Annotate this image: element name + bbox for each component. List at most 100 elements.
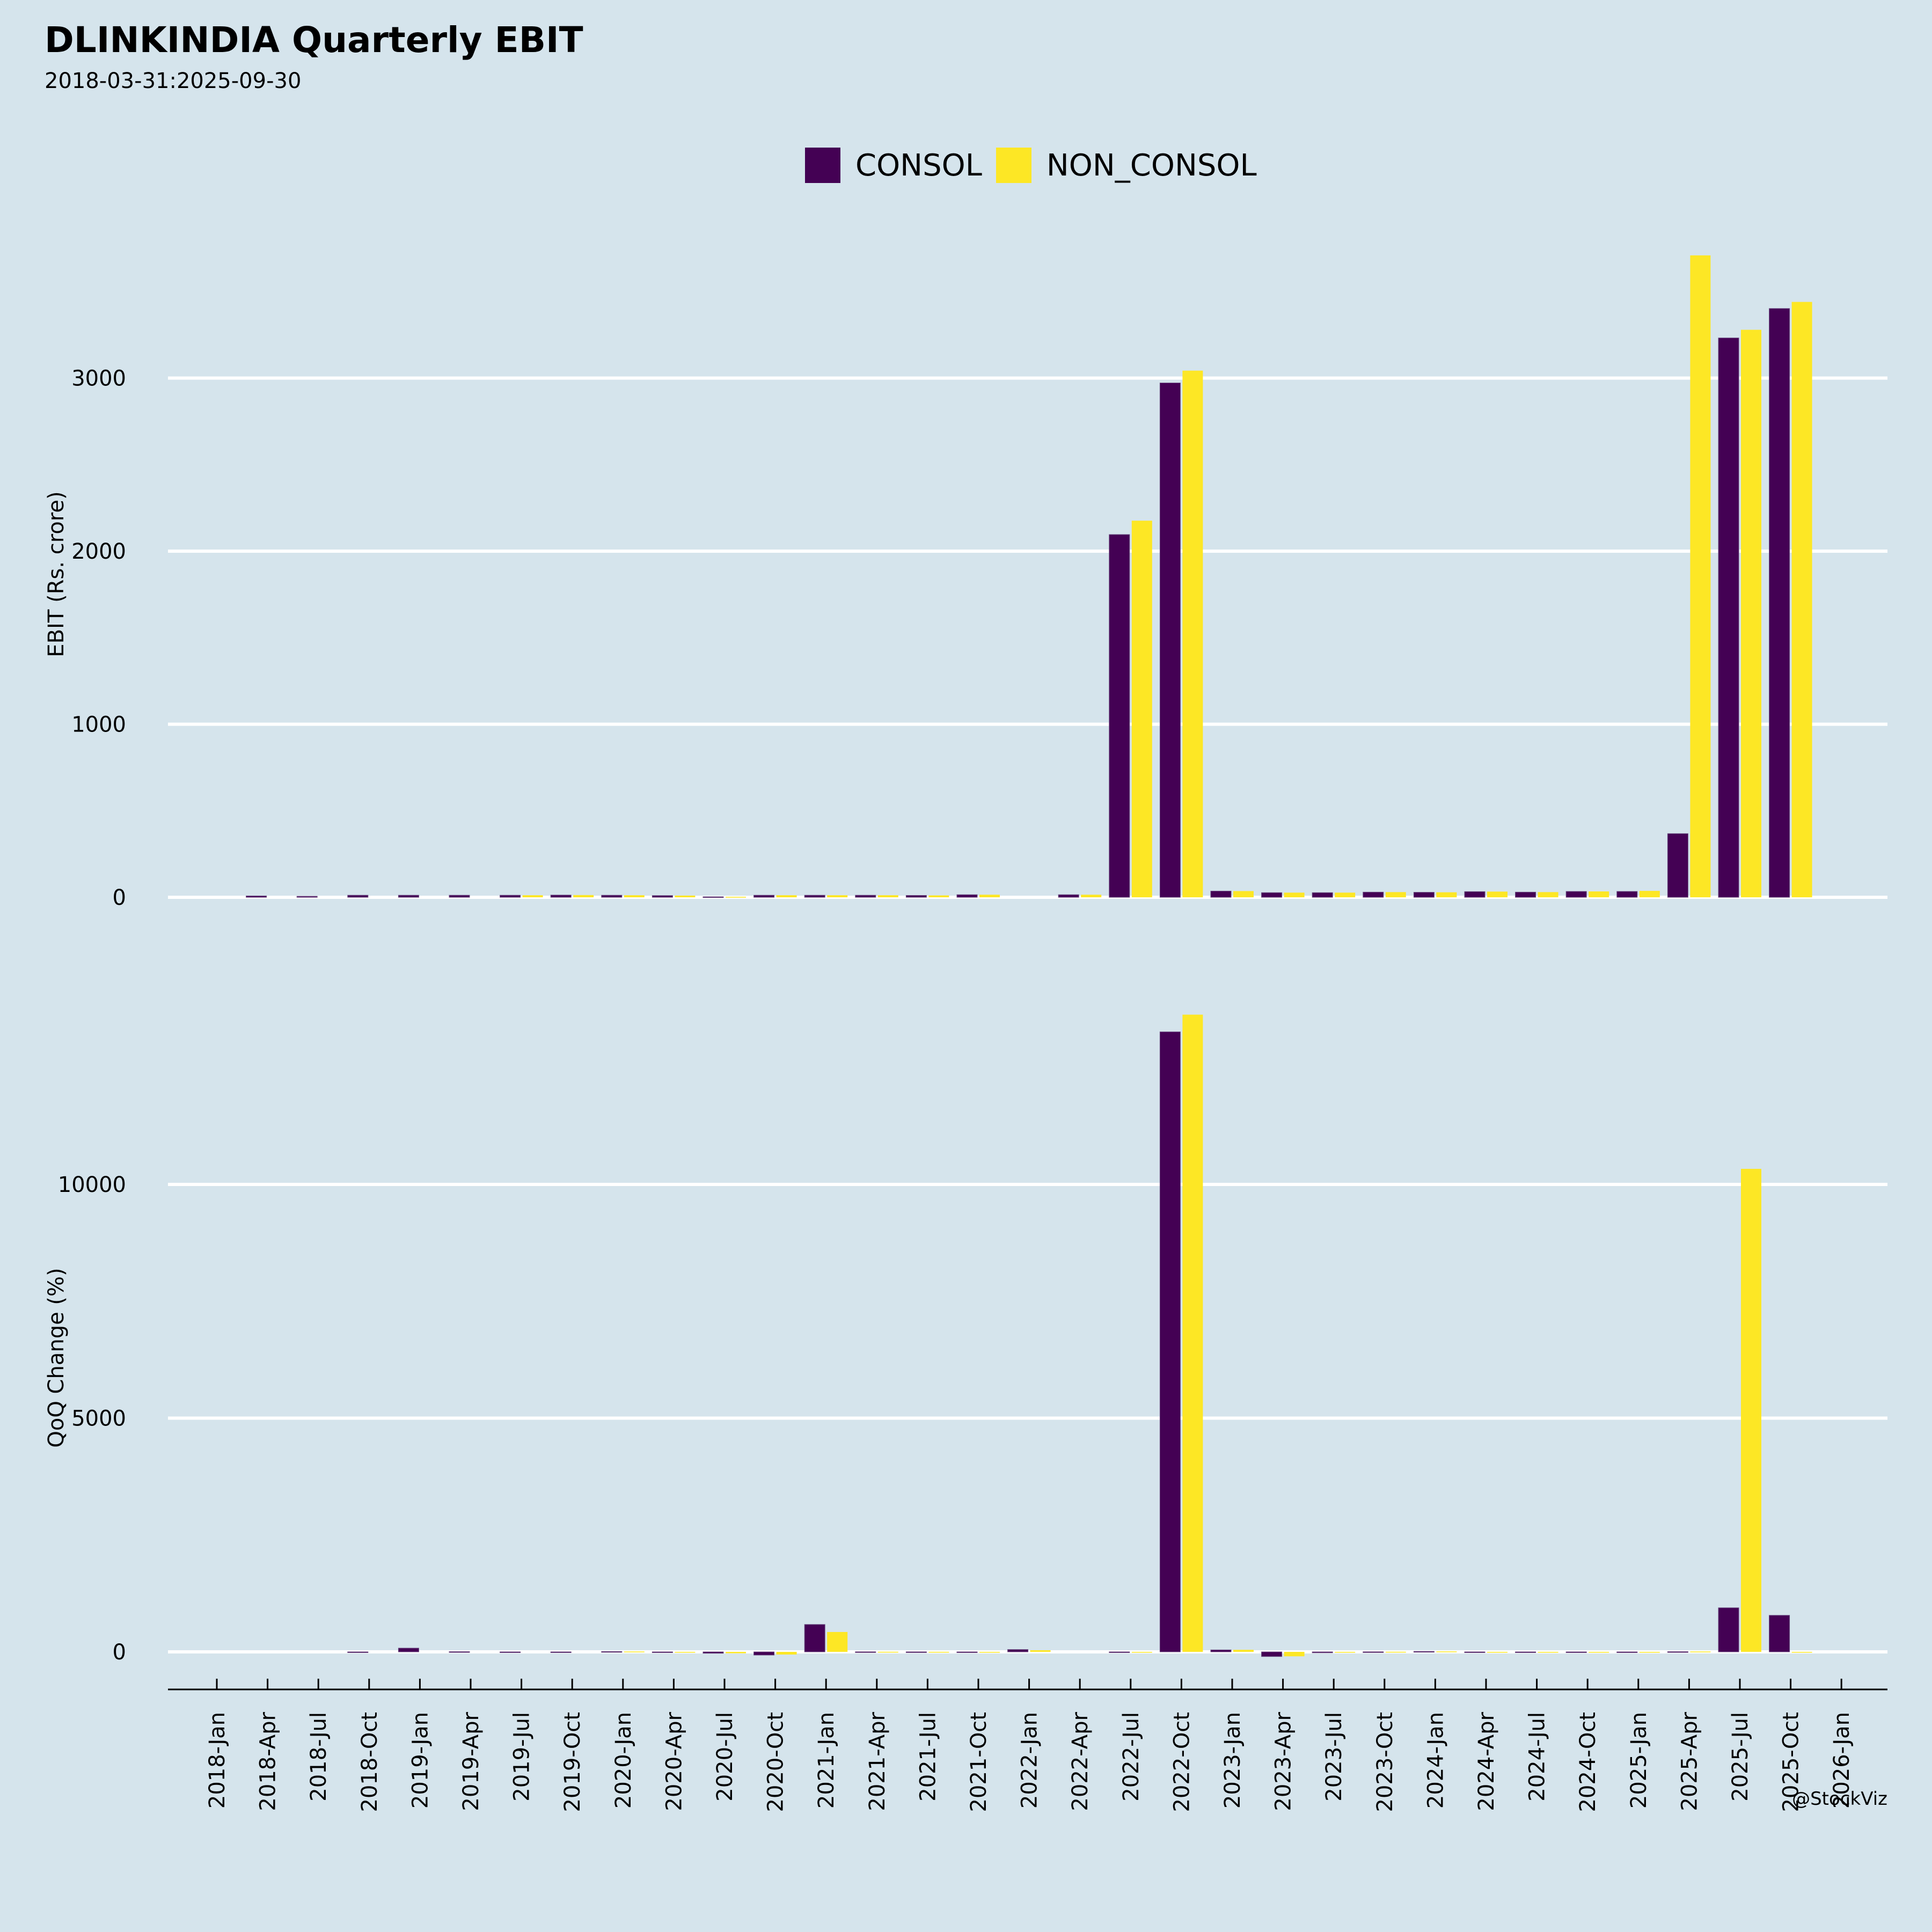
ebit-bar-consol (398, 895, 419, 898)
ebit-bar-consol (702, 896, 724, 898)
x-tick-label: 2026-Jan (1829, 1712, 1854, 1809)
ebit-bar-consol (347, 895, 369, 898)
qoq-bar-non-consol (1791, 1652, 1812, 1653)
x-tick-label: 2024-Jan (1423, 1712, 1448, 1809)
qoq-bar-consol (804, 1624, 825, 1652)
x-tick-label: 2022-Jul (1119, 1712, 1144, 1802)
ebit-bar-non-consol (1284, 892, 1305, 897)
x-tick-label: 2023-Jan (1220, 1712, 1245, 1809)
legend: CONSOL NON_CONSOL (805, 148, 1271, 183)
qoq-bar-non-consol (1639, 1652, 1660, 1653)
qoq-bar-non-consol (1589, 1652, 1609, 1653)
ebit-bar-non-consol (1741, 330, 1761, 898)
ebit-bar-consol (1312, 892, 1333, 898)
qoq-bar-non-consol (1233, 1650, 1254, 1652)
qoq-bar-consol (601, 1651, 623, 1653)
x-tick-label: 2025-Apr (1677, 1711, 1702, 1811)
qoq-bar-consol (398, 1648, 419, 1652)
ebit-bar-consol (246, 895, 267, 898)
x-tick-label: 2019-Oct (560, 1712, 585, 1812)
ebit-bar-consol (753, 895, 775, 898)
ebit-bar-consol (1413, 892, 1435, 898)
qoq-bar-non-consol (1284, 1652, 1305, 1657)
x-tick-label: 2018-Jan (205, 1712, 230, 1809)
ebit-bar-consol (1515, 891, 1536, 898)
qoq-y-tick-label: 0 (113, 1640, 126, 1665)
ebit-bar-consol (1159, 383, 1181, 898)
qoq-bar-non-consol (1487, 1652, 1507, 1653)
ebit-bar-consol (1718, 338, 1739, 898)
x-tick-label: 2025-Oct (1779, 1712, 1804, 1812)
ebit-bar-consol (804, 895, 825, 898)
x-tick-label: 2018-Jul (306, 1712, 331, 1802)
ebit-y-tick-label: 1000 (71, 713, 126, 737)
ebit-bar-consol (1363, 891, 1384, 898)
watermark: @StockViz (1792, 1788, 1887, 1810)
legend-swatch-consol (805, 148, 840, 183)
qoq-bar-consol (500, 1651, 521, 1653)
qoq-bar-consol (753, 1651, 775, 1656)
qoq-bar-non-consol (1538, 1652, 1558, 1653)
chart-subtitle: 2018-03-31:2025-09-30 (45, 69, 302, 93)
qoq-bar-consol (1210, 1649, 1232, 1652)
x-tick-label: 2019-Jan (408, 1712, 433, 1809)
ebit-bar-consol (500, 895, 521, 898)
ebit-bar-consol (1109, 534, 1130, 898)
qoq-bar-consol (347, 1651, 369, 1653)
ebit-bar-non-consol (522, 895, 543, 897)
qoq-bar-non-consol (1385, 1651, 1406, 1653)
qoq-bar-consol (1565, 1651, 1587, 1653)
ebit-bar-non-consol (726, 897, 746, 898)
ebit-bar-consol (1210, 890, 1232, 898)
qoq-bar-consol (550, 1651, 572, 1653)
qoq-bar-consol (1718, 1607, 1739, 1652)
qoq-y-tick-label: 5000 (71, 1407, 126, 1431)
qoq-bar-non-consol (1335, 1652, 1356, 1653)
x-tick-label: 2021-Jul (916, 1712, 940, 1802)
chart-title: DLINKINDIA Quarterly EBIT (45, 19, 583, 61)
legend-swatch-non-consol (996, 148, 1031, 183)
ebit-bar-consol (1667, 833, 1688, 898)
qoq-bar-non-consol (776, 1652, 797, 1655)
qoq-bar-non-consol (827, 1631, 848, 1652)
qoq-bar-consol (1413, 1651, 1435, 1653)
x-tick-label: 2021-Oct (967, 1712, 991, 1812)
qoq-bar-consol (1769, 1615, 1790, 1652)
x-tick-label: 2023-Jul (1322, 1712, 1346, 1802)
qoq-bar-non-consol (1030, 1650, 1051, 1652)
ebit-bar-non-consol (1791, 302, 1812, 897)
qoq-bar-consol (1159, 1031, 1181, 1652)
ebit-bar-non-consol (1538, 892, 1558, 897)
qoq-bar-consol (1667, 1651, 1688, 1653)
qoq-bar-non-consol (1182, 1014, 1203, 1652)
qoq-bar-non-consol (1436, 1651, 1457, 1652)
qoq-bar-non-consol (1741, 1168, 1761, 1652)
ebit-bar-consol (550, 895, 572, 898)
ebit-y-tick-label: 2000 (71, 539, 126, 564)
qoq-bar-non-consol (726, 1652, 746, 1653)
ebit-y-tick-label: 0 (113, 885, 126, 910)
ebit-bar-non-consol (1335, 892, 1356, 897)
qoq-bar-non-consol (1131, 1652, 1152, 1653)
x-tick-label: 2024-Oct (1576, 1712, 1600, 1812)
ebit-y-tick-label: 3000 (71, 367, 126, 391)
ebit-bar-non-consol (573, 895, 594, 897)
ebit-bar-consol (601, 895, 623, 898)
qoq-bar-consol (855, 1651, 876, 1653)
ebit-bar-consol (1616, 891, 1638, 898)
qoq-bar-non-consol (675, 1652, 696, 1653)
x-tick-label: 2020-Jul (713, 1712, 737, 1802)
x-tick-label: 2022-Jan (1018, 1712, 1042, 1809)
qoq-bar-consol (1109, 1651, 1130, 1653)
ebit-bar-non-consol (827, 895, 848, 897)
x-tick-label: 2025-Jan (1627, 1712, 1651, 1809)
qoq-bar-consol (702, 1651, 724, 1654)
ebit-bar-non-consol (1081, 895, 1102, 897)
legend-label-non-consol: NON_CONSOL (1046, 148, 1257, 183)
x-tick-label: 2018-Apr (256, 1711, 281, 1811)
ebit-y-axis-title: EBIT (Rs. crore) (44, 491, 69, 657)
ebit-bar-non-consol (877, 895, 898, 897)
x-tick-label: 2023-Oct (1373, 1712, 1397, 1812)
qoq-bar-consol (1312, 1651, 1333, 1653)
